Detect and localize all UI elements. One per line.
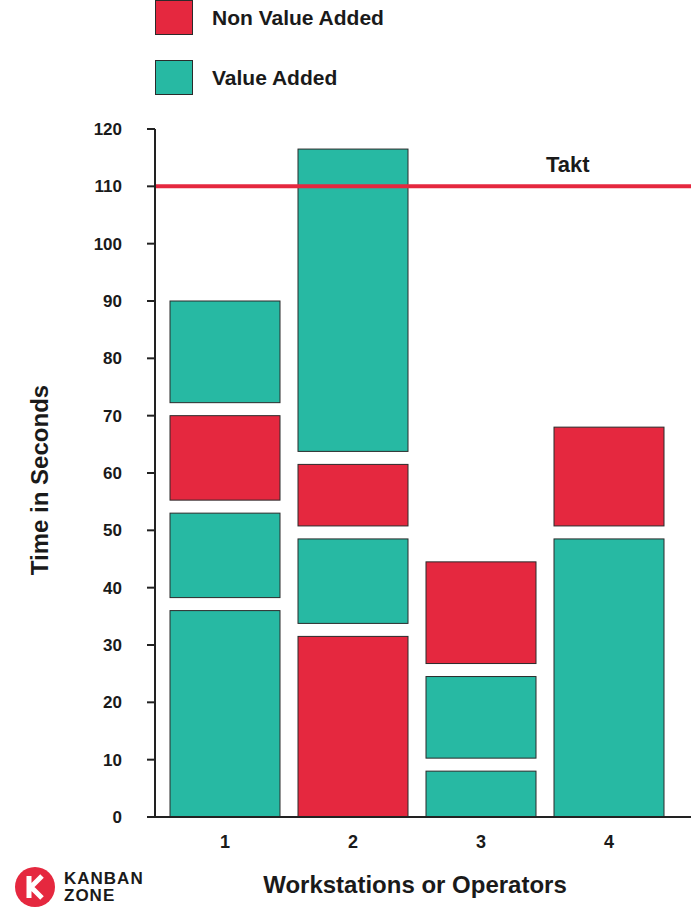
svg-text:2: 2 [348,832,358,852]
svg-text:0: 0 [113,808,122,827]
html-text:Value Added: Value Added [212,65,338,89]
svg-text:90: 90 [103,292,122,311]
html-text:Time in Seconds: Time in Seconds [26,384,53,576]
svg-text:100: 100 [94,235,122,254]
html-text:Workstations or Operators: Workstations or Operators [263,871,567,898]
html-text:KANBAN: KANBAN [64,869,144,888]
svg-text:4: 4 [604,832,614,852]
svg-text:70: 70 [103,407,122,426]
svg-text:Takt: Takt [546,152,590,177]
svg-text:40: 40 [103,579,122,598]
html-text:ZONE: ZONE [64,886,116,905]
svg-text:50: 50 [103,521,122,540]
svg-text:60: 60 [103,464,122,483]
svg-text:110: 110 [95,177,122,196]
svg-text:30: 30 [103,636,122,655]
svg-text:3: 3 [476,832,486,852]
svg-text:20: 20 [103,693,122,712]
html-text:Non Value Added: Non Value Added [212,5,384,29]
svg-text:120: 120 [94,120,122,139]
svg-text:1: 1 [220,832,230,852]
svg-text:10: 10 [103,751,122,770]
svg-text:80: 80 [103,349,122,368]
